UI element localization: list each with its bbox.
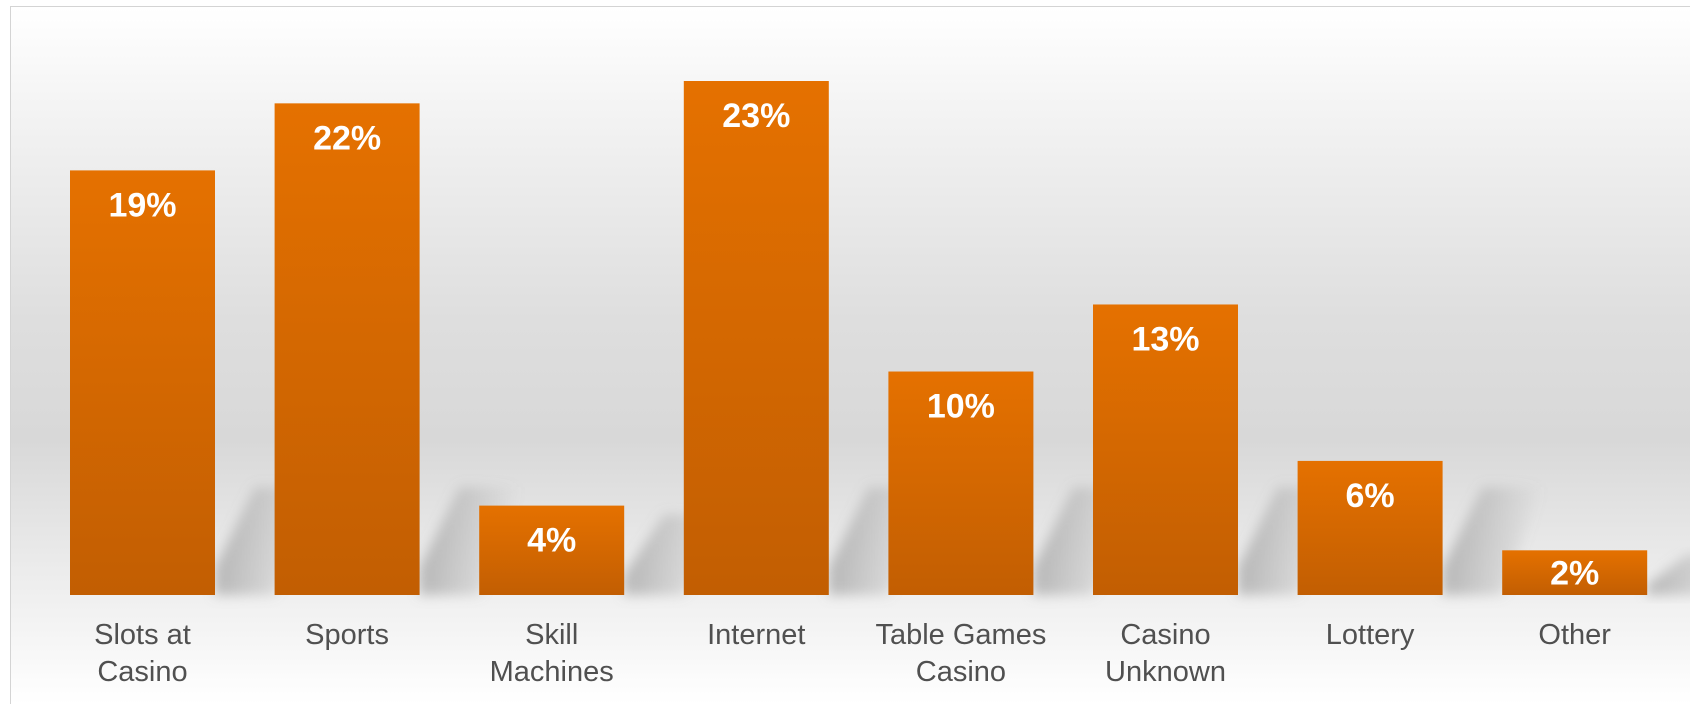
bar-shadow bbox=[1442, 487, 1543, 595]
bar bbox=[1297, 460, 1443, 595]
bar bbox=[1093, 304, 1238, 595]
data-label: 22% bbox=[313, 119, 381, 157]
category-tick-label: Internet bbox=[707, 619, 805, 651]
data-label: 19% bbox=[108, 186, 176, 224]
data-label: 6% bbox=[1346, 477, 1395, 515]
value-labels: 19% 22% 4% 23% 10% 13% 6% 2% bbox=[108, 97, 1599, 593]
data-label: 23% bbox=[722, 97, 790, 135]
bar bbox=[70, 170, 215, 596]
bar bbox=[274, 103, 420, 595]
category-labels: Slots at Casino Sports Skill Machines Interne… bbox=[94, 619, 1611, 688]
category-tick-label: Sports bbox=[305, 619, 389, 651]
data-label: 10% bbox=[927, 388, 995, 426]
data-label: 13% bbox=[1131, 320, 1199, 358]
bar-shadow bbox=[1647, 554, 1690, 595]
category-tick-label: Other bbox=[1538, 619, 1611, 651]
category-tick-label: Table Games Casino bbox=[875, 619, 1046, 688]
category-tick-label: Lottery bbox=[1326, 619, 1415, 651]
bar bbox=[683, 81, 829, 595]
category-tick-label: Casino Unknown bbox=[1105, 619, 1226, 688]
data-label: 4% bbox=[527, 522, 576, 560]
bars bbox=[70, 81, 1648, 596]
data-label: 2% bbox=[1550, 555, 1599, 593]
bar bbox=[888, 371, 1034, 595]
category-tick-label: Slots at Casino bbox=[94, 619, 191, 688]
bar bbox=[1502, 550, 1648, 595]
bar bbox=[479, 505, 625, 595]
category-tick-label: Skill Machines bbox=[490, 619, 614, 688]
